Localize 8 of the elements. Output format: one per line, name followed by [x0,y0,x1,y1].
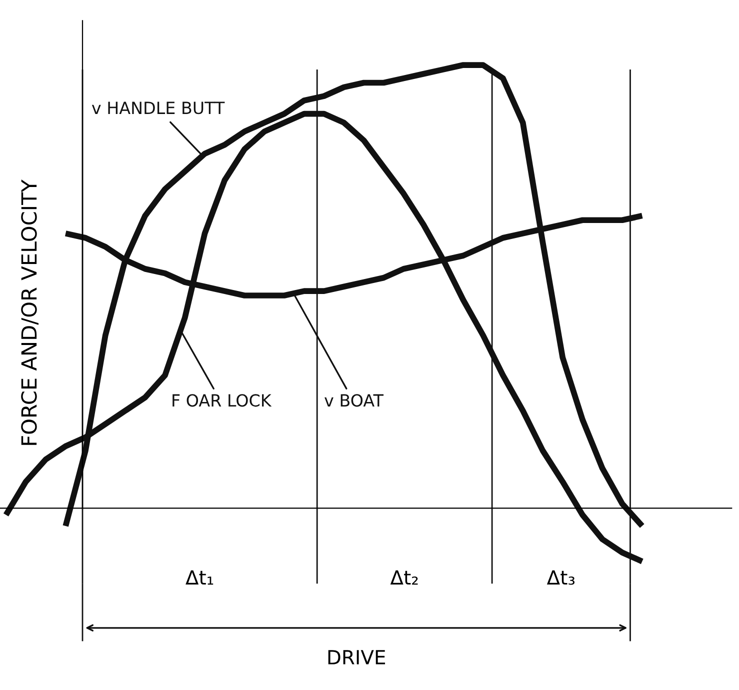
text: v BOAT [324,394,384,407]
y-axis-title: FORCE AND/OR VELOCITY [21,180,38,445]
series-label: F OAR LOCK [172,394,272,407]
text: Δt₁ [186,570,214,585]
text: Δt₃ [546,570,575,585]
series-label: v HANDLE BUTT [92,102,225,114]
text: Δt₂ [390,570,418,585]
text: DRIVE [328,650,386,664]
